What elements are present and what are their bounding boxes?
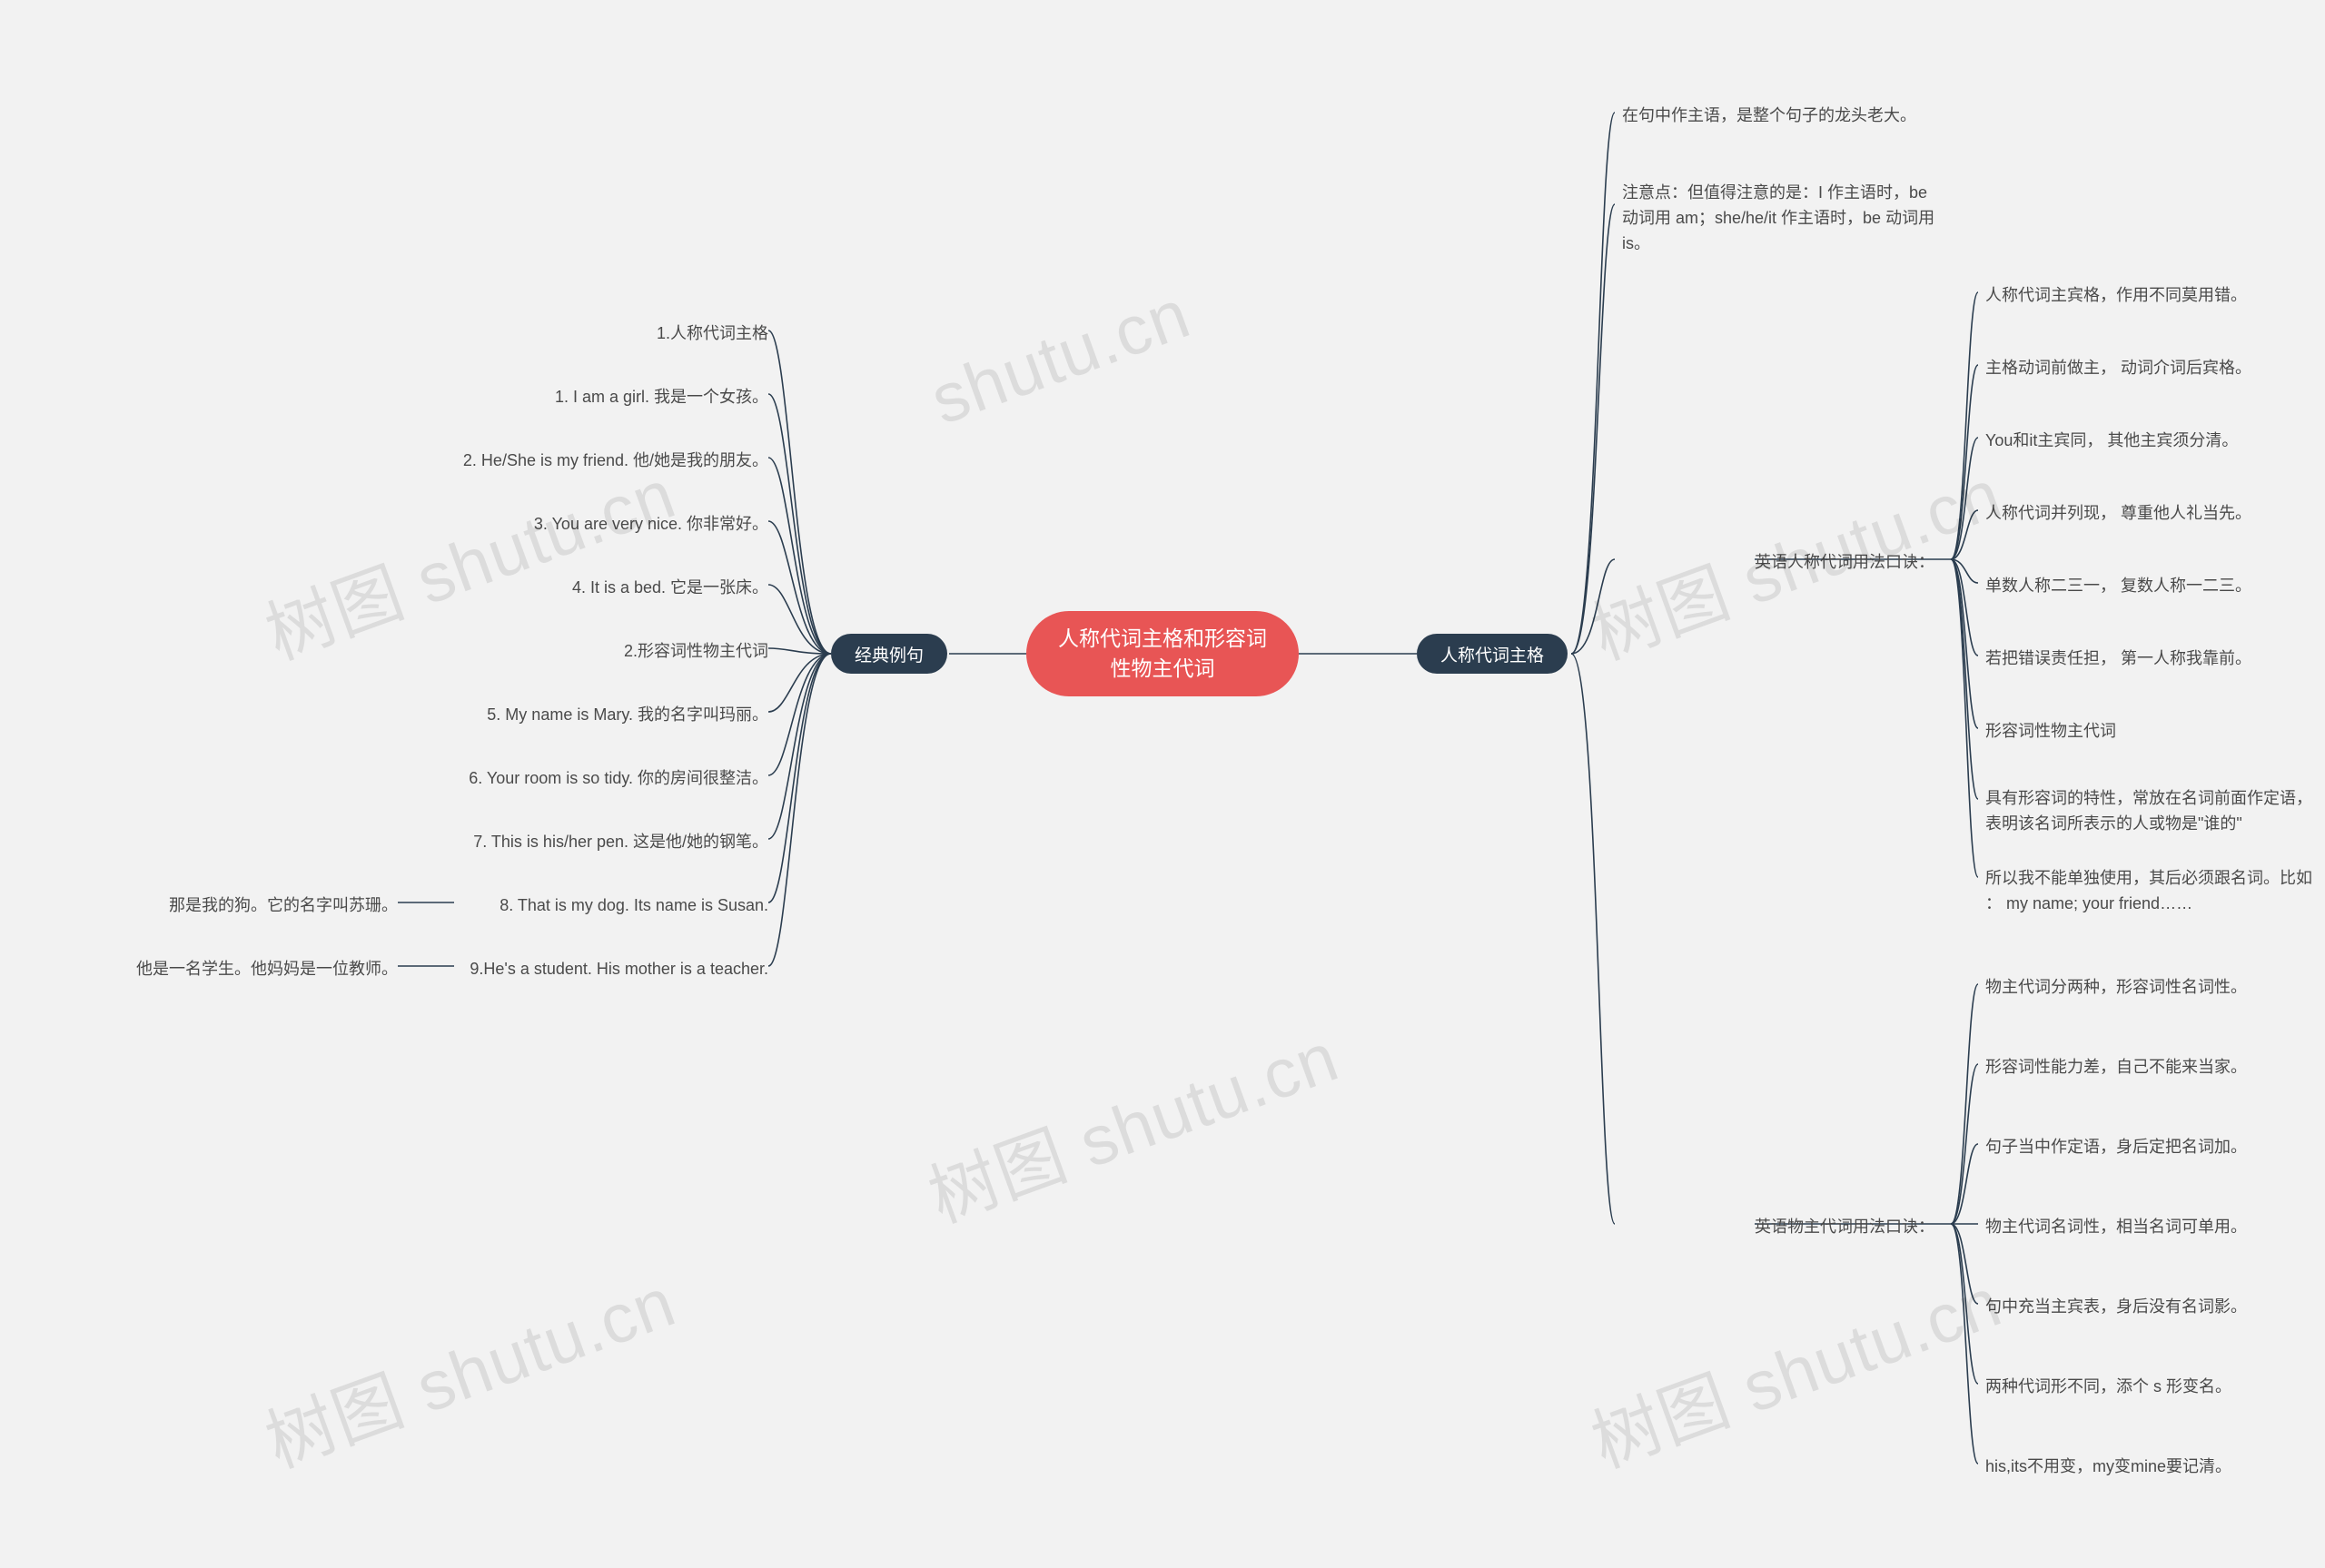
- mindmap-canvas: 人称代词主格和形容词性物主代词 经典例句 人称代词主格 1.人称代词主格 1. …: [0, 0, 2325, 1568]
- right-sub2-6: his,its不用变，my变mine要记清。: [1985, 1455, 2231, 1480]
- center-node[interactable]: 人称代词主格和形容词性物主代词: [1026, 611, 1299, 696]
- left-leaf-3: 3. You are very nice. 你非常好。: [534, 512, 768, 537]
- branch-examples[interactable]: 经典例句: [831, 634, 947, 674]
- left-leaf-1: 1. I am a girl. 我是一个女孩。: [555, 385, 768, 410]
- right-sub1-7: 具有形容词的特性，常放在名词前面作定语， 表明该名词所表示的人或物是"谁的": [1985, 786, 2312, 837]
- right-sub2-0: 物主代词分两种，形容词性名词性。: [1985, 975, 2247, 1001]
- branch-subject[interactable]: 人称代词主格: [1417, 634, 1568, 674]
- left-leaf-0: 1.人称代词主格: [657, 321, 768, 347]
- right-sub1-3: 人称代词并列现， 尊重他人礼当先。: [1985, 501, 2251, 527]
- connection-lines: [0, 0, 2325, 1568]
- right-loose-1: 注意点：但值得注意的是：I 作主语时，be 动词用 am；she/he/it 作…: [1622, 181, 1934, 257]
- watermark-5: 树图 shutu.cn: [1576, 1247, 2013, 1487]
- left-leaf-2: 2. He/She is my friend. 他/她是我的朋友。: [463, 449, 768, 474]
- right-sub2-2: 句子当中作定语，身后定把名词加。: [1985, 1135, 2247, 1160]
- left-leaf-5: 2.形容词性物主代词: [624, 639, 768, 665]
- left-leaf-9: 8. That is my dog. Its name is Susan.: [500, 893, 768, 919]
- right-sub1-label: 英语人称代词用法口诀：: [1755, 550, 1934, 576]
- right-sub1-0: 人称代词主宾格，作用不同莫用错。: [1985, 283, 2247, 309]
- left-leaf-7: 6. Your room is so tidy. 你的房间很整洁。: [469, 766, 768, 792]
- right-sub1-5: 若把错误责任担， 第一人称我靠前。: [1985, 646, 2251, 672]
- left-leaf-8: 7. This is his/her pen. 这是他/她的钢笔。: [473, 830, 768, 855]
- right-sub1-4: 单数人称二三一， 复数人称一二三。: [1985, 574, 2251, 599]
- left-leaf-10-sub: 他是一名学生。他妈妈是一位教师。: [136, 957, 398, 982]
- right-sub1-2: You和it主宾同， 其他主宾须分清。: [1985, 429, 2238, 454]
- watermark-4: 树图 shutu.cn: [913, 1001, 1350, 1242]
- watermark-3: 树图 shutu.cn: [250, 1247, 687, 1487]
- right-sub1-1: 主格动词前做主， 动词介词后宾格。: [1985, 356, 2251, 381]
- right-loose-0: 在句中作主语，是整个句子的龙头老大。: [1622, 104, 1916, 129]
- right-sub2-label: 英语物主代词用法口诀：: [1755, 1215, 1934, 1240]
- watermark-1: shutu.cn: [921, 274, 1200, 440]
- watermark-0: 树图 shutu.cn: [250, 439, 687, 679]
- right-sub1-8: 所以我不能单独使用，其后必须跟名词。比如 ： my name; your fri…: [1985, 866, 2312, 917]
- right-sub2-5: 两种代词形不同，添个 s 形变名。: [1985, 1375, 2231, 1400]
- right-sub2-3: 物主代词名词性，相当名词可单用。: [1985, 1215, 2247, 1240]
- right-sub1-6: 形容词性物主代词: [1985, 719, 2116, 745]
- left-leaf-10: 9.He's a student. His mother is a teache…: [470, 957, 768, 982]
- right-sub2-1: 形容词性能力差，自己不能来当家。: [1985, 1055, 2247, 1080]
- left-leaf-4: 4. It is a bed. 它是一张床。: [572, 576, 768, 601]
- left-leaf-6: 5. My name is Mary. 我的名字叫玛丽。: [487, 703, 768, 728]
- right-sub2-4: 句中充当主宾表，身后没有名词影。: [1985, 1295, 2247, 1320]
- left-leaf-9-sub: 那是我的狗。它的名字叫苏珊。: [169, 893, 398, 919]
